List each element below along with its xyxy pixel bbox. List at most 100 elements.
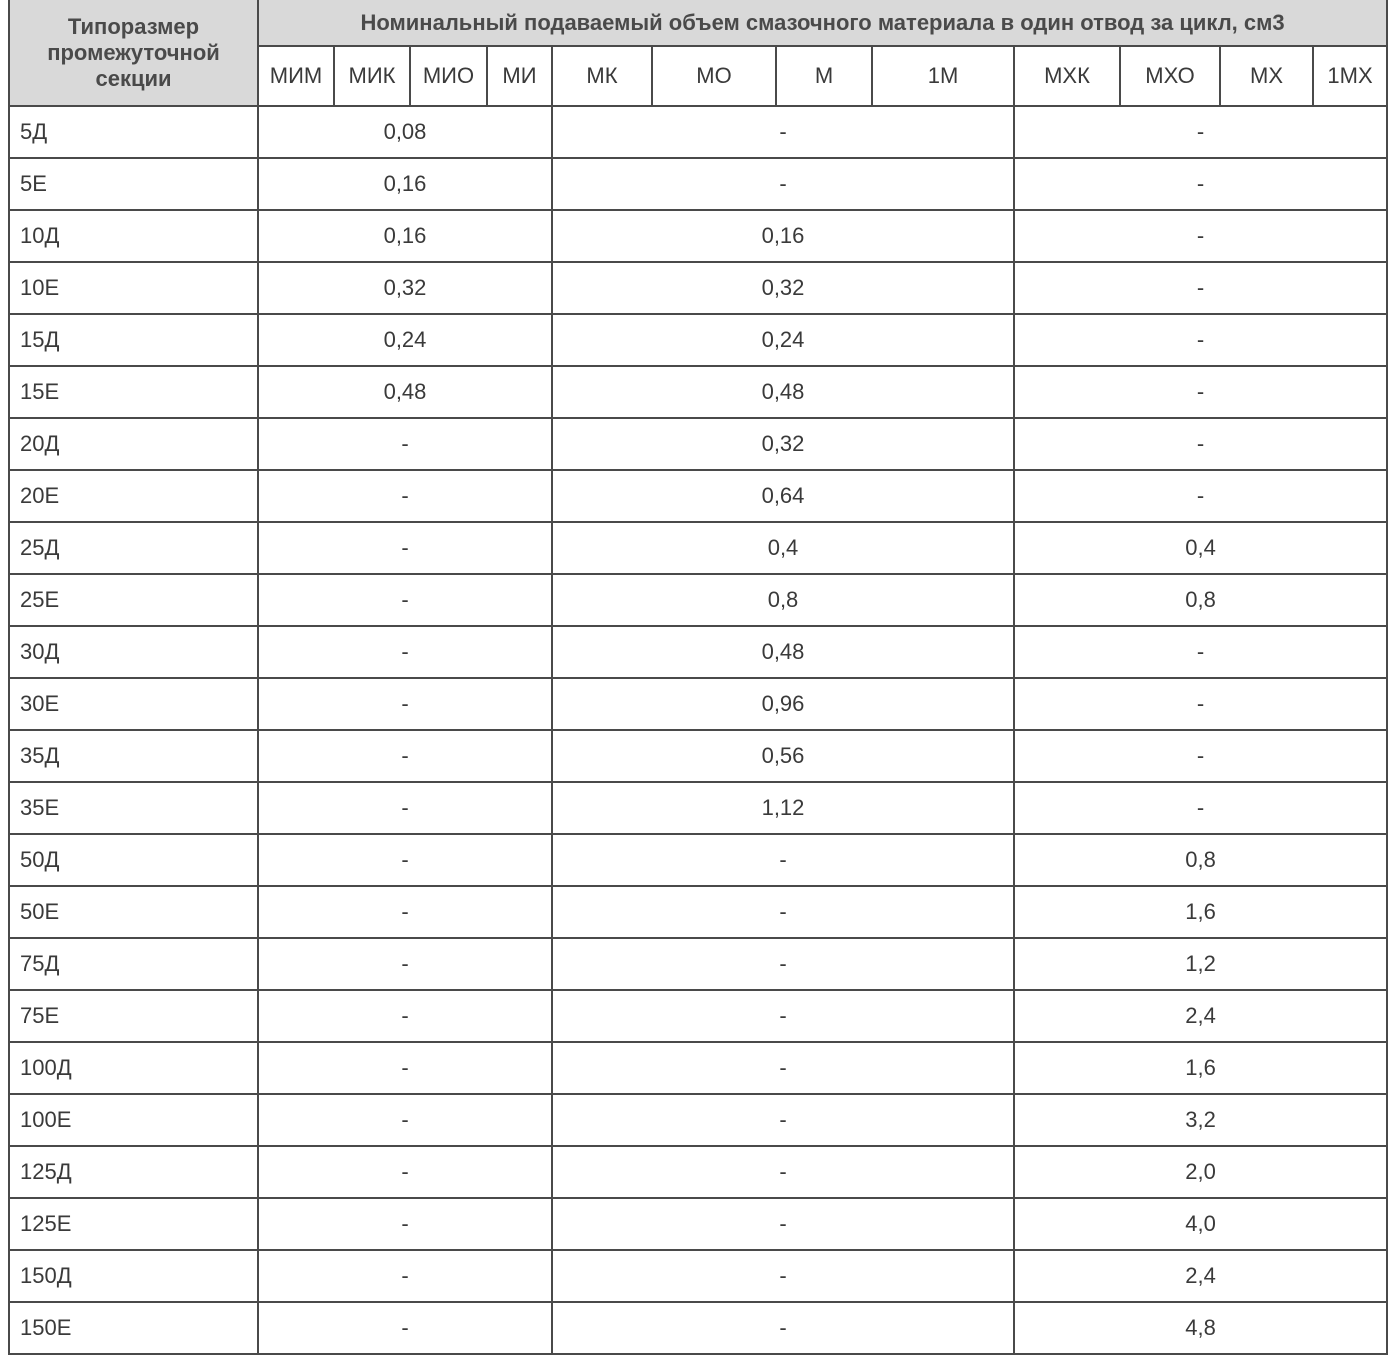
mx-group-value: 1,6	[1012, 1041, 1389, 1095]
m-group-value: 0,56	[551, 729, 1015, 783]
mi-group-value: -	[257, 1041, 553, 1095]
mi-group-value: -	[257, 521, 553, 575]
mi-group-value: 0,24	[257, 313, 553, 367]
mx-group-value: 1,6	[1012, 885, 1389, 939]
column-header: МИМ	[257, 45, 335, 107]
table-row: 15Е 0,48 0,48-	[8, 365, 1389, 419]
mi-group-value: -	[257, 885, 553, 939]
mi-group-value: 0,48	[257, 365, 553, 419]
mx-group-value: 2,4	[1012, 989, 1389, 1043]
m-group-value: -	[551, 1145, 1015, 1199]
m-group-value: 0,32	[551, 261, 1015, 315]
section-name-cell: 30Д	[8, 625, 259, 679]
mx-group-value: 0,4	[1012, 521, 1389, 575]
column-header: МХ	[1219, 45, 1314, 107]
section-name-cell: 75Д	[8, 937, 259, 991]
mi-group-value: -	[257, 937, 553, 991]
mi-group-value: -	[257, 729, 553, 783]
section-name-cell: 100Е	[8, 1093, 259, 1147]
mx-group-value: 1,2	[1012, 937, 1389, 991]
table-row: 10Д 0,16 0,16-	[8, 209, 1389, 263]
table-row: 75Е - -2,4	[8, 989, 1389, 1043]
m-group-value: 0,48	[551, 365, 1015, 419]
m-group-value: 0,32	[551, 417, 1015, 471]
mx-group-value: 4,8	[1012, 1301, 1389, 1355]
m-group-value: -	[551, 1249, 1015, 1303]
mx-group-value: -	[1012, 781, 1389, 835]
section-name-cell: 10Е	[8, 261, 259, 315]
table-row: 10Е 0,32 0,32-	[8, 261, 1389, 315]
m-group-value: -	[551, 1041, 1015, 1095]
section-name-cell: 15Д	[8, 313, 259, 367]
m-group-value: 0,16	[551, 209, 1015, 263]
column-header: МИ	[486, 45, 553, 107]
section-name-cell: 150Е	[8, 1301, 259, 1355]
section-name-cell: 150Д	[8, 1249, 259, 1303]
mx-group-value: 2,0	[1012, 1145, 1389, 1199]
section-name-cell: 35Е	[8, 781, 259, 835]
mx-group-value: -	[1012, 625, 1389, 679]
mx-group-value: 2,4	[1012, 1249, 1389, 1303]
section-name-cell: 75Е	[8, 989, 259, 1043]
table-row: 100Д - -1,6	[8, 1041, 1389, 1095]
table-row: 75Д - -1,2	[8, 937, 1389, 991]
m-group-value: 0,24	[551, 313, 1015, 367]
m-group-value: 0,4	[551, 521, 1015, 575]
mi-group-value: -	[257, 1301, 553, 1355]
mi-group-value: 0,08	[257, 105, 553, 159]
m-group-value: -	[551, 937, 1015, 991]
column-header: МХК	[1013, 45, 1121, 107]
mi-group-value: -	[257, 469, 553, 523]
column-header: 1М	[871, 45, 1015, 107]
section-name-cell: 5Е	[8, 157, 259, 211]
section-type-header: Типоразмер промежуточной секции	[8, 0, 259, 107]
mi-group-value: -	[257, 677, 553, 731]
table-row: 5Е 0,16- -	[8, 157, 1389, 211]
mx-group-value: -	[1012, 365, 1389, 419]
mi-group-value: -	[257, 833, 553, 887]
mx-group-value: -	[1012, 729, 1389, 783]
m-group-value: -	[551, 885, 1015, 939]
m-group-value: 0,96	[551, 677, 1015, 731]
column-header: МК	[551, 45, 653, 107]
column-header: МИО	[409, 45, 488, 107]
table-row: 5Д 0,08- -	[8, 105, 1389, 159]
section-name-cell: 25Д	[8, 521, 259, 575]
mx-group-value: -	[1012, 469, 1389, 523]
m-group-value: 0,64	[551, 469, 1015, 523]
table-row: 35Д -0,56-	[8, 729, 1389, 783]
mi-group-value: -	[257, 417, 553, 471]
section-name-cell: 30Е	[8, 677, 259, 731]
section-name-cell: 5Д	[8, 105, 259, 159]
table-row: 150Д - -2,4	[8, 1249, 1389, 1303]
mx-group-value: -	[1012, 105, 1389, 159]
m-group-value: -	[551, 1093, 1015, 1147]
mx-group-value: 0,8	[1012, 573, 1389, 627]
table-row: 50Д - -0,8	[8, 833, 1389, 887]
m-group-value: -	[551, 833, 1015, 887]
table-row: 20Е -0,64-	[8, 469, 1389, 523]
mx-group-value: -	[1012, 313, 1389, 367]
column-header: М	[775, 45, 873, 107]
section-name-cell: 35Д	[8, 729, 259, 783]
mi-group-value: -	[257, 1249, 553, 1303]
mx-group-value: 3,2	[1012, 1093, 1389, 1147]
section-name-cell: 50Д	[8, 833, 259, 887]
table-row: 25Д -0,4 0,4	[8, 521, 1389, 575]
mi-group-value: -	[257, 1093, 553, 1147]
mi-group-value: -	[257, 989, 553, 1043]
mx-group-value: -	[1012, 677, 1389, 731]
m-group-value: 0,8	[551, 573, 1015, 627]
section-name-cell: 50Е	[8, 885, 259, 939]
section-name-cell: 15Е	[8, 365, 259, 419]
mx-group-value: -	[1012, 417, 1389, 471]
lubricant-volume-table: Типоразмер промежуточной секции Номиналь…	[8, 0, 1389, 1355]
table-row: 125Е - -4,0	[8, 1197, 1389, 1251]
mi-group-value: 0,16	[257, 209, 553, 263]
mx-group-value: 0,8	[1012, 833, 1389, 887]
mi-group-value: -	[257, 625, 553, 679]
mi-group-value: -	[257, 1197, 553, 1251]
mx-group-value: -	[1012, 209, 1389, 263]
m-group-value: -	[551, 157, 1015, 211]
column-header: МХО	[1119, 45, 1221, 107]
